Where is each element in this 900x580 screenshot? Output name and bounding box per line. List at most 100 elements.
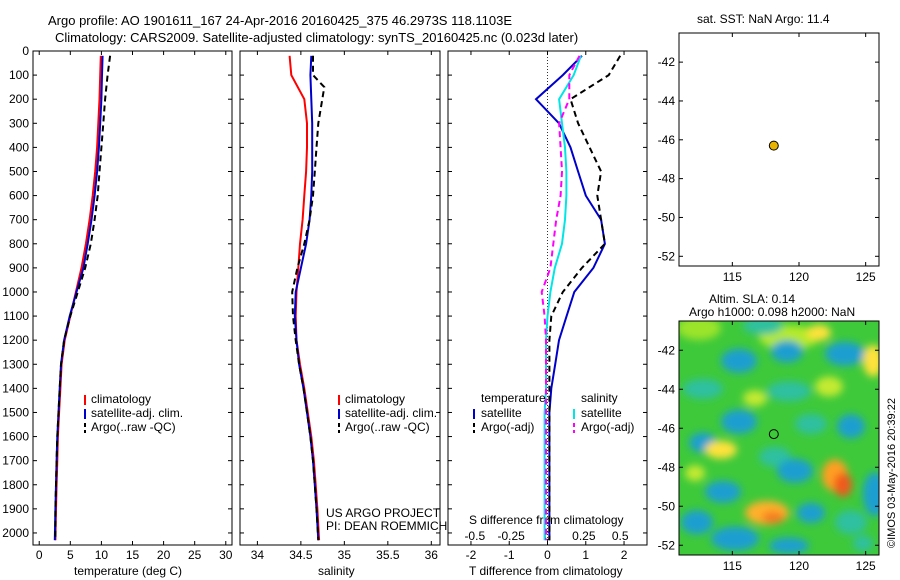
sla-map-ytick-label: -46 bbox=[658, 421, 676, 435]
temp-xtick-label: 5 bbox=[67, 548, 74, 562]
diff-stick-label: 0 bbox=[544, 529, 551, 543]
title-line-2: Climatology: CARS2009. Satellite-adjuste… bbox=[55, 30, 579, 45]
temp-series-argorawqc bbox=[54, 55, 112, 541]
depth-tick-label: 1500 bbox=[2, 405, 29, 419]
diff-legend-label: Argo(-adj) bbox=[581, 420, 634, 434]
sst-map-ytick-label: -44 bbox=[658, 94, 676, 108]
diff-legend-label: Argo(-adj) bbox=[481, 420, 534, 434]
sst-map-ytick-label: -48 bbox=[658, 172, 676, 186]
pi-annotation: PI: DEAN ROEMMICH bbox=[326, 519, 448, 533]
sla-map-ytick-label: -52 bbox=[658, 538, 676, 552]
temp-legend-label: satellite-adj. clim. bbox=[91, 406, 183, 420]
depth-tick-label: 1900 bbox=[2, 502, 29, 516]
sst-map-argo-location-marker bbox=[768, 140, 779, 151]
depth-tick-label: 1000 bbox=[2, 285, 29, 299]
temp-axes-frame bbox=[32, 50, 233, 546]
temp-series-satelliteadjclim bbox=[53, 55, 104, 541]
depth-tick-label: 300 bbox=[9, 116, 29, 130]
temp-xlabel: temperature (deg C) bbox=[74, 564, 183, 578]
diff-xtick-label: 0 bbox=[544, 548, 551, 562]
sla-map-ytick-label: -48 bbox=[658, 460, 676, 474]
sal-legend-label: Argo(..raw -QC) bbox=[345, 420, 430, 434]
sst-map-xtick-label: 120 bbox=[789, 270, 809, 284]
depth-tick-label: 0 bbox=[22, 44, 29, 58]
diff-legend-heading-sal: salinity bbox=[581, 391, 618, 405]
sal-legend-label: climatology bbox=[345, 392, 405, 406]
sst-map-ytick-label: -52 bbox=[658, 249, 676, 263]
depth-tick-label: 1200 bbox=[2, 333, 29, 347]
sla-map-title-1: Altim. SLA: 0.14 bbox=[709, 292, 796, 306]
diff-xtick-label: -1 bbox=[504, 548, 515, 562]
temp-series-climatology bbox=[54, 55, 102, 541]
diff-series-argoadj-salinity bbox=[540, 55, 581, 541]
diff-xlabel: T difference from climatology bbox=[469, 564, 623, 578]
sal-xtick-label: 35 bbox=[338, 548, 352, 562]
sal-series-argorawqc bbox=[291, 55, 326, 541]
depth-tick-label: 100 bbox=[9, 68, 29, 82]
depth-tick-label: 1700 bbox=[2, 454, 29, 468]
sla-map-ytick-label: -44 bbox=[658, 382, 676, 396]
sal-xtick-label: 35.5 bbox=[376, 548, 400, 562]
depth-tick-label: 2000 bbox=[2, 526, 29, 540]
temp-xtick-label: 0 bbox=[36, 548, 43, 562]
diff-series-satellite-temperature bbox=[534, 55, 606, 541]
sal-xtick-label: 34 bbox=[251, 548, 265, 562]
depth-tick-label: 600 bbox=[9, 189, 29, 203]
title-line-1: Argo profile: AO 1901611_167 24-Apr-2016… bbox=[48, 13, 513, 28]
sal-xtick-label: 36 bbox=[425, 548, 439, 562]
depth-tick-label: 200 bbox=[9, 92, 29, 106]
depth-tick-label: 500 bbox=[9, 164, 29, 178]
sal-legend-label: satellite-adj. clim. bbox=[345, 406, 437, 420]
sla-heatmap-field bbox=[679, 321, 879, 555]
depth-tick-label: 1800 bbox=[2, 478, 29, 492]
sst-map-ytick-label: -50 bbox=[658, 210, 676, 224]
diff-stick-label: -0.5 bbox=[464, 529, 485, 543]
temp-xtick-label: 25 bbox=[188, 548, 202, 562]
sst-map-ytick-label: -42 bbox=[658, 55, 676, 69]
sal-series-climatology bbox=[288, 55, 321, 541]
diff-legend-label: satellite bbox=[481, 406, 522, 420]
sst-map-ytick-label: -46 bbox=[658, 133, 676, 147]
sla-map-argo-location-marker bbox=[768, 429, 779, 440]
sst-map-title: sat. SST: NaN Argo: 11.4 bbox=[697, 12, 830, 26]
temp-xtick-label: 30 bbox=[219, 548, 233, 562]
depth-tick-label: 800 bbox=[9, 237, 29, 251]
sla-map-title-2: Argo h1000: 0.098 h2000: NaN bbox=[689, 305, 856, 319]
sla-map-xtick-label: 120 bbox=[789, 559, 809, 573]
sla-map-axes-frame bbox=[678, 320, 880, 556]
sal-axes-frame bbox=[239, 50, 441, 546]
depth-tick-label: 1100 bbox=[3, 309, 29, 323]
diff-legend-heading-temp: temperature bbox=[481, 391, 546, 405]
temp-legend-label: Argo(..raw -QC) bbox=[91, 420, 176, 434]
sst-map-xtick-label: 115 bbox=[723, 270, 742, 284]
sst-map-xtick-label: 125 bbox=[856, 270, 876, 284]
depth-tick-label: 1400 bbox=[2, 381, 29, 395]
sal-xtick-label: 34.5 bbox=[289, 548, 313, 562]
temp-xtick-label: 20 bbox=[157, 548, 171, 562]
diff-xtick-label: -2 bbox=[466, 548, 477, 562]
sla-map-xtick-label: 125 bbox=[856, 559, 876, 573]
diff-xtick-label: 1 bbox=[582, 548, 589, 562]
diff-xtick-label: 2 bbox=[621, 548, 628, 562]
temp-legend-label: climatology bbox=[91, 392, 151, 406]
temp-xtick-label: 15 bbox=[126, 548, 140, 562]
depth-tick-label: 400 bbox=[9, 140, 29, 154]
diff-series-argoadj-temperature bbox=[548, 55, 622, 541]
diff-legend-label: satellite bbox=[581, 406, 622, 420]
depth-tick-label: 1600 bbox=[2, 430, 29, 444]
diff-series-satellite-salinity bbox=[543, 55, 582, 541]
sla-map-xtick-label: 115 bbox=[723, 559, 742, 573]
sla-map-ytick-label: -50 bbox=[658, 499, 676, 513]
sst-map-axes-frame bbox=[678, 32, 880, 267]
depth-tick-label: 700 bbox=[9, 213, 29, 227]
sla-map-ytick-label: -42 bbox=[658, 343, 676, 357]
project-annotation: US ARGO PROJECT bbox=[326, 506, 441, 520]
temp-xtick-label: 10 bbox=[95, 548, 109, 562]
depth-tick-label: 1300 bbox=[2, 357, 29, 371]
sal-xlabel: salinity bbox=[318, 564, 355, 578]
diff-stick-label: -0.25 bbox=[497, 529, 525, 543]
depth-tick-label: 900 bbox=[9, 261, 29, 275]
diff-stick-label: 0.25 bbox=[572, 529, 596, 543]
diff-stick-label: 0.5 bbox=[612, 529, 629, 543]
